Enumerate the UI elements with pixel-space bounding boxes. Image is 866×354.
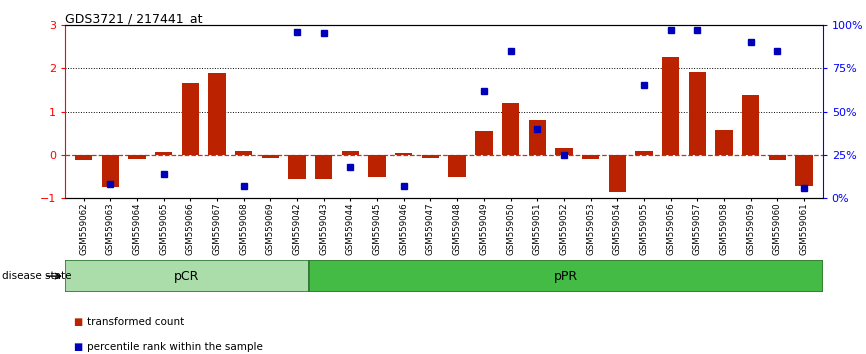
Bar [715, 130, 733, 155]
Bar [449, 155, 466, 177]
Bar [368, 155, 385, 177]
Bar [315, 155, 333, 179]
Bar [128, 155, 145, 159]
Text: ■: ■ [74, 317, 83, 327]
Bar [155, 152, 172, 155]
Bar [475, 131, 493, 155]
Bar [742, 95, 759, 155]
Text: ■: ■ [74, 342, 83, 352]
Bar [288, 155, 306, 179]
Bar [262, 155, 279, 158]
Bar [422, 155, 439, 158]
Bar [75, 155, 93, 160]
Bar [582, 155, 599, 159]
Bar [502, 103, 520, 155]
Text: transformed count: transformed count [87, 317, 184, 327]
Bar [795, 155, 812, 186]
Bar [342, 150, 359, 155]
Text: disease state: disease state [2, 271, 71, 281]
Bar [209, 73, 226, 155]
Bar [769, 155, 786, 160]
Text: pCR: pCR [174, 270, 199, 282]
Bar [65, 260, 308, 292]
Bar [555, 148, 572, 155]
Bar [528, 120, 546, 155]
Bar [235, 150, 252, 155]
Bar [609, 155, 626, 192]
Text: pPR: pPR [553, 270, 578, 282]
Text: percentile rank within the sample: percentile rank within the sample [87, 342, 262, 352]
Bar [101, 155, 119, 187]
Bar [688, 73, 706, 155]
Bar [182, 83, 199, 155]
Bar [636, 150, 653, 155]
Bar [662, 57, 679, 155]
Text: GDS3721 / 217441_at: GDS3721 / 217441_at [65, 12, 203, 25]
Bar [395, 153, 412, 155]
Bar [308, 260, 823, 292]
